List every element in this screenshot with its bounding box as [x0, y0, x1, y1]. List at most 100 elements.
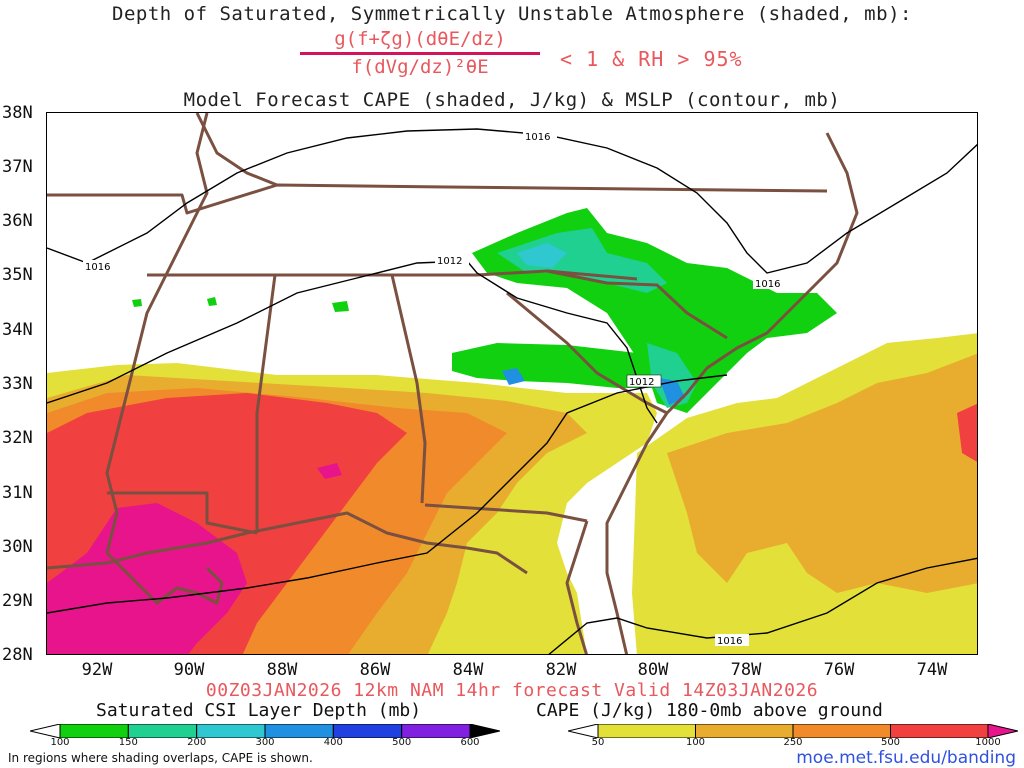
- contour-1016-south: [47, 374, 728, 614]
- lat-label: 35N: [2, 265, 33, 285]
- colorbar-tick-label: 300: [255, 737, 275, 748]
- contour-label-box: [753, 277, 787, 289]
- lat-label: 32N: [2, 428, 33, 448]
- al-ga-border: [390, 274, 427, 504]
- nc-sc-border: [546, 269, 728, 340]
- la-ms-border: [107, 491, 258, 535]
- csi-colorbar: [30, 724, 500, 738]
- colorbar-arrow-high: [987, 724, 1018, 738]
- colorbar-tick-label: 400: [323, 737, 343, 748]
- csi-blue-coast: [659, 378, 685, 405]
- sc-ga-border: [506, 291, 668, 415]
- colorbar-segment: [890, 724, 989, 738]
- lon-label: 82W: [545, 660, 577, 680]
- contour-label-box: [715, 634, 749, 646]
- csi-colorbar-title: Saturated CSI Layer Depth (mb): [96, 700, 422, 721]
- lon-label: 74W: [916, 660, 948, 680]
- lat-label: 28N: [2, 645, 33, 665]
- map-panel: 1016 1016 1012 1016 1012 1016: [46, 112, 978, 655]
- colorbar-tick-label: 1000: [975, 737, 1001, 748]
- lon-label: 80W: [637, 660, 669, 680]
- colorbar-segment: [59, 724, 129, 738]
- colorbar-tick-label: 500: [880, 737, 901, 748]
- csi-cyan-carolinas: [517, 243, 567, 268]
- louisiana-delta: [105, 551, 224, 605]
- lat-label: 30N: [2, 537, 33, 557]
- colorbar-arrow-low: [30, 724, 61, 738]
- contour-label-1012-north: 1012: [437, 256, 462, 267]
- colorbar-segment: [695, 724, 794, 738]
- colorbar-segment: [127, 724, 198, 738]
- footer-note: In regions where shading overlaps, CAPE …: [8, 751, 313, 765]
- cape-colorbar: [568, 724, 1018, 738]
- lon-label: 76W: [823, 660, 855, 680]
- contour-label-box: [83, 260, 117, 272]
- ga-fl-border: [424, 503, 588, 523]
- cape-colorbar-title: CAPE (J/kg) 180-0mb above ground: [536, 700, 883, 721]
- mississippi-river: [105, 113, 209, 554]
- va-coast: [665, 132, 859, 415]
- cape-magenta: [47, 503, 247, 654]
- gulf-coast: [47, 511, 528, 575]
- fl-east-coast: [605, 412, 669, 654]
- colorbar-segment: [792, 724, 891, 738]
- contour-label-1016-south: 1016: [717, 636, 742, 647]
- north-boundary: [195, 113, 278, 187]
- cape-orange-atlantic: [667, 353, 977, 593]
- valid-time: 00Z03JAN2026 12km NAM 14hr forecast Vali…: [205, 680, 819, 701]
- lon-label: 78W: [730, 660, 762, 680]
- criterion-fraction: g(f+ζg)(dθE/dz) f(dVg/dz)²θE: [300, 28, 540, 78]
- contour-label-box: [523, 130, 557, 142]
- mslp-contours: [47, 128, 977, 654]
- lon-label: 84W: [452, 660, 484, 680]
- contour-label-1016-top: 1016: [525, 132, 550, 143]
- lon-label: 90W: [173, 660, 205, 680]
- lat-label: 37N: [2, 157, 33, 177]
- lon-label: 92W: [81, 660, 113, 680]
- csi-blue-georgia: [502, 368, 525, 385]
- colorbar-tick-label: 100: [50, 737, 70, 748]
- csi-green-speck1: [207, 297, 217, 306]
- map-svg: 1016 1016 1012 1016 1012 1016: [47, 113, 977, 654]
- title-line-1: Depth of Saturated, Symmetrically Unstab…: [112, 3, 912, 25]
- csi-green-speck2: [332, 301, 349, 312]
- lat-label: 29N: [2, 591, 33, 611]
- source-url[interactable]: moe.met.fsu.edu/banding: [796, 748, 1016, 768]
- colorbar-segment: [597, 724, 696, 738]
- state-borders: [47, 113, 859, 654]
- colorbar-tick-label: 50: [591, 737, 605, 748]
- ms-al-border: [255, 274, 277, 533]
- colorbar-tick-label: 600: [460, 737, 480, 748]
- fraction-numerator: g(f+ζg)(dθE/dz): [334, 28, 506, 50]
- colorbar-segment: [264, 724, 334, 738]
- csi-teal-coast: [647, 343, 697, 408]
- contour-label-box: [626, 374, 662, 388]
- contour-label-1012-coast: 1012: [629, 377, 654, 388]
- lat-label: 36N: [2, 211, 33, 231]
- colorbar-segment: [196, 724, 266, 738]
- lat-label: 38N: [2, 103, 33, 123]
- lat-label: 31N: [2, 483, 33, 503]
- contour-label-box: [435, 254, 469, 266]
- lon-label: 88W: [266, 660, 298, 680]
- lat-label: 34N: [2, 320, 33, 340]
- colorbar-segment: [401, 724, 471, 738]
- cape-red-atlantic: [957, 403, 977, 462]
- cape-shading: [47, 333, 977, 654]
- fraction-bar: [300, 52, 540, 55]
- tn-south-border: [147, 269, 638, 281]
- colorbar-arrow-high: [469, 724, 500, 738]
- contour-labels: 1016 1016 1012 1016 1012 1016: [83, 130, 787, 647]
- colorbar-tick-label: 500: [392, 737, 412, 748]
- lon-label: 86W: [359, 660, 391, 680]
- ky-tn-border: [47, 183, 828, 215]
- lat-label: 33N: [2, 374, 33, 394]
- contour-label-1016-west: 1016: [85, 262, 110, 273]
- colorbar-tick-label: 150: [118, 737, 138, 748]
- csi-green-speck3: [132, 299, 142, 307]
- colorbar-segment: [332, 724, 403, 738]
- colorbar-tick-label: 100: [685, 737, 706, 748]
- fraction-denominator: f(dVg/dz)²θE: [351, 56, 489, 78]
- contour-1016-north: [47, 128, 977, 274]
- fl-west-coast: [565, 520, 589, 654]
